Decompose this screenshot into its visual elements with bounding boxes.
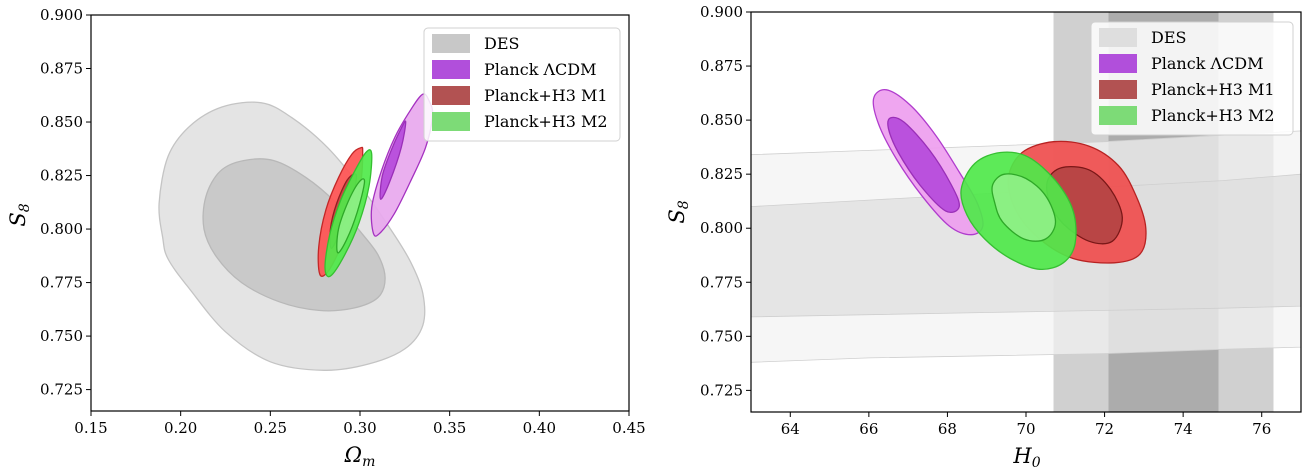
legend-label-planck-cdm: Planck ΛCDM — [1151, 54, 1263, 73]
legend-label-planck-h3-m1: Planck+H3 M1 — [1151, 80, 1275, 99]
x-tick-label: 64 — [781, 420, 800, 438]
legend-swatch-planck-h3-m1 — [1099, 80, 1137, 99]
x-tick-label: 68 — [938, 420, 957, 438]
y-tick-label: 0.825 — [700, 165, 743, 183]
legend-swatch-des — [432, 34, 470, 53]
legend-swatch-des — [1099, 28, 1137, 47]
x-tick-label: 0.40 — [523, 419, 556, 437]
legend-swatch-planck-h3-m1 — [432, 86, 470, 105]
y-tick-label: 0.725 — [700, 381, 743, 399]
x-tick-label: 0.20 — [164, 419, 197, 437]
x-tick-label: 0.30 — [343, 419, 376, 437]
legend-label-des: DES — [1151, 28, 1186, 47]
contour-planck-cdm-95 — [370, 93, 434, 237]
right-plot-ticks: 64 66 68 70 72 74 76 0.725 0.750 0.775 0.800 0.825 0… — [700, 3, 1271, 438]
y-tick-label: 0.725 — [40, 381, 83, 399]
x-tick-label: 76 — [1252, 420, 1271, 438]
series-des — [158, 101, 426, 371]
contour-planck-h3-m2-68 — [336, 178, 366, 254]
left-plot: 0.15 0.20 0.25 0.30 0.35 0.40 0.45 0.725 0.750 0.… — [6, 6, 646, 468]
y-tick-label: 0.800 — [40, 220, 83, 238]
y-tick-label: 0.750 — [700, 327, 743, 345]
y-tick-label: 0.775 — [40, 274, 83, 292]
legend-swatch-planck-cdm — [1099, 54, 1137, 73]
left-legend: DES Planck ΛCDM Planck+H3 M1 Planck+H3 M2 — [423, 27, 621, 142]
x-tick-label: 72 — [1095, 420, 1114, 438]
x-tick-label: 0.35 — [433, 419, 466, 437]
x-tick-label: 70 — [1016, 420, 1035, 438]
legend-label-planck-h3-m1: Planck+H3 M1 — [484, 86, 608, 105]
series-planck-h3-m2 — [324, 149, 373, 278]
left-y-axis-label: S8 — [6, 203, 33, 226]
legend-label-planck-cdm: Planck ΛCDM — [484, 60, 596, 79]
legend-box — [1090, 21, 1294, 136]
series-planck-h3-m2 — [960, 151, 1077, 271]
right-x-axis-label: H0 — [1012, 444, 1040, 468]
y-tick-label: 0.775 — [700, 273, 743, 291]
left-x-axis-label: Ωm — [344, 443, 376, 468]
legend-box — [423, 27, 621, 142]
y-tick-label: 0.850 — [700, 111, 743, 129]
x-tick-label: 0.15 — [74, 419, 107, 437]
y-tick-label: 0.900 — [40, 6, 83, 24]
x-tick-label: 66 — [859, 420, 878, 438]
y-tick-label: 0.825 — [40, 167, 83, 185]
y-tick-label: 0.850 — [40, 113, 83, 131]
x-tick-label: 74 — [1174, 420, 1193, 438]
legend-swatch-planck-h3-m2 — [1099, 106, 1137, 125]
legend-label-planck-h3-m2: Planck+H3 M2 — [1151, 106, 1275, 125]
x-tick-label: 0.45 — [612, 419, 645, 437]
legend-swatch-planck-cdm — [432, 60, 470, 79]
contour-planck-cdm-68 — [379, 120, 407, 200]
y-tick-label: 0.750 — [40, 327, 83, 345]
y-tick-label: 0.900 — [700, 3, 743, 21]
legend-swatch-planck-h3-m2 — [432, 112, 470, 131]
contour-planck-h3-m2-68 — [991, 173, 1057, 242]
y-tick-label: 0.800 — [700, 219, 743, 237]
right-y-axis-label: S8 — [665, 200, 692, 223]
x-tick-label: 0.25 — [254, 419, 287, 437]
contour-planck-cdm-68 — [887, 116, 961, 214]
legend-label-planck-h3-m2: Planck+H3 M2 — [484, 112, 608, 131]
contour-des-68 — [202, 158, 386, 312]
series-planck-cdm — [370, 93, 434, 237]
right-legend: DES Planck ΛCDM Planck+H3 M1 Planck+H3 M2 — [1090, 21, 1294, 136]
left-plot-ticks: 0.15 0.20 0.25 0.30 0.35 0.40 0.45 0.725 0.750 0.… — [40, 6, 646, 437]
left-plot-area — [158, 93, 434, 371]
y-tick-label: 0.875 — [700, 57, 743, 75]
right-plot: 64 66 68 70 72 74 76 0.725 0.750 0.775 0.800 0.825 0… — [665, 3, 1302, 468]
legend-label-des: DES — [484, 34, 519, 53]
y-tick-label: 0.875 — [40, 60, 83, 78]
